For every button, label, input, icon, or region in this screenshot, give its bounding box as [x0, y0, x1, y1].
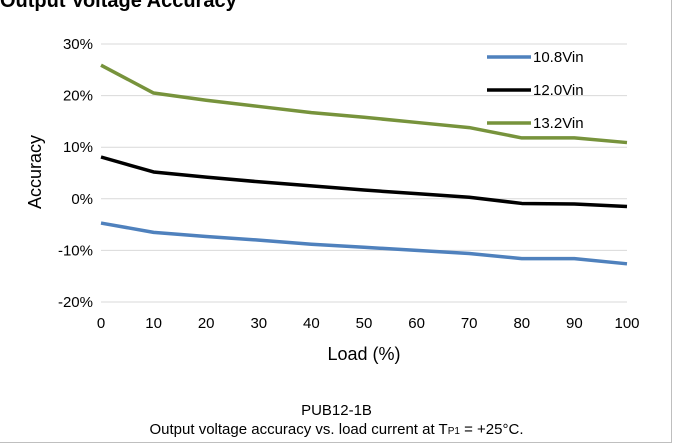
caption-subscript: P1	[447, 426, 460, 437]
x-tick-label: 70	[461, 315, 478, 332]
legend-entry-label: 10.8Vin	[533, 49, 584, 66]
series-line-12-0vin	[100, 155, 628, 209]
legend-entry-label: 12.0Vin	[533, 82, 584, 99]
x-tick-label: 80	[513, 315, 530, 332]
x-axis-label: Load (%)	[327, 344, 400, 364]
y-tick-label: -20%	[58, 294, 93, 311]
caption-text-before: Output voltage accuracy vs. load current…	[149, 421, 448, 438]
legend-entry-label: 13.2Vin	[533, 115, 584, 132]
x-tick-label: 10	[145, 315, 162, 332]
x-tick-label: 40	[303, 315, 320, 332]
caption-text: Output voltage accuracy vs. load current…	[0, 420, 673, 441]
y-tick-label: 30%	[63, 36, 93, 53]
x-tick-label: 100	[614, 315, 639, 332]
x-tick-label: 90	[566, 315, 583, 332]
x-tick-label: 60	[408, 315, 425, 332]
y-tick-label: 20%	[63, 88, 93, 105]
grid-layer	[101, 43, 627, 303]
x-tick-label: 20	[198, 315, 215, 332]
y-tick-label: 10%	[63, 139, 93, 156]
tick-layer: -20% -10% 0% 10% 20% 30% 0 10 20 30 40 50 60 70 80 90 10…	[58, 36, 640, 332]
figure-caption: PUB12-1B Output voltage accuracy vs. loa…	[0, 401, 673, 441]
series-layer	[100, 63, 628, 266]
series-line-10-8vin	[100, 221, 628, 266]
caption-model: PUB12-1B	[301, 402, 372, 419]
caption-text-after: = +25°C.	[459, 421, 524, 438]
y-tick-label: 0%	[71, 191, 93, 208]
chart-heading: Output Voltage Accuracy	[0, 0, 237, 12]
series-line-13-2vin	[100, 63, 628, 145]
legend: 10.8Vin 12.0Vin 13.2Vin	[487, 49, 584, 132]
x-tick-label: 50	[356, 315, 373, 332]
x-tick-label: 0	[97, 315, 105, 332]
y-axis-label: Accuracy	[25, 135, 45, 209]
y-tick-label: -10%	[58, 242, 93, 259]
x-tick-label: 30	[250, 315, 267, 332]
